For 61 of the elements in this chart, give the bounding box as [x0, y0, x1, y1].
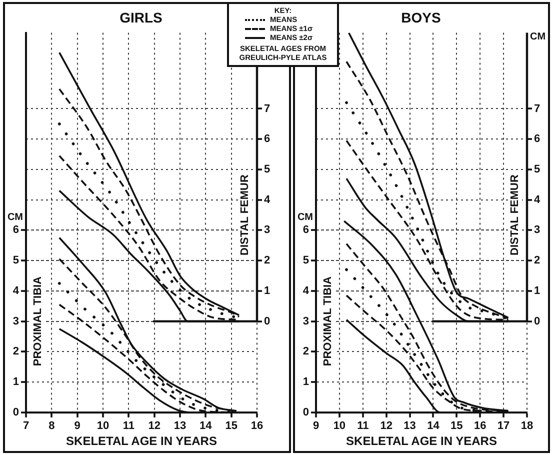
- y2-tick-label: 2: [534, 254, 540, 267]
- x-tick-label: 10: [333, 420, 346, 432]
- y2-tick-label: 3: [534, 224, 540, 236]
- x-tick-label: 18: [520, 420, 534, 432]
- x-tick-label: 15: [450, 420, 463, 432]
- x-tick-label: 10: [96, 420, 110, 432]
- y-tick-label: 6: [302, 224, 309, 236]
- y2-axis-title: DISTAL FEMUR: [509, 174, 522, 256]
- y2-tick-label: 3: [264, 224, 270, 236]
- x-axis-title: SKELETAL AGE IN YEARS: [66, 434, 217, 448]
- y-tick-label: 1: [12, 376, 19, 388]
- x-tick-label: 9: [74, 420, 80, 432]
- y2-tick-label: 2: [264, 254, 270, 267]
- chart-title: BOYS: [401, 9, 441, 26]
- y2-tick-label: 5: [264, 163, 270, 176]
- y-tick-label: 5: [12, 254, 19, 267]
- y2-tick-label: 1: [264, 284, 270, 297]
- x-tick-label: 9: [312, 420, 320, 432]
- y2-tick-label: 0: [264, 315, 270, 328]
- text: CM: [297, 212, 313, 223]
- x-tick-label: 8: [48, 420, 55, 432]
- y2-tick-label: 7: [534, 102, 540, 115]
- y2-tick-label: 1: [534, 284, 540, 297]
- y-axis-title: PROXIMAL TIBIA: [32, 276, 44, 366]
- y2-tick-label: 6: [534, 133, 540, 146]
- y-tick-label: 4: [12, 284, 20, 297]
- x-tick-label: 12: [380, 420, 392, 432]
- y-tick-label: 1: [302, 376, 309, 388]
- y-tick-label: 6: [12, 224, 19, 236]
- x-tick-label: 16: [474, 420, 486, 432]
- x-tick-label: 11: [357, 420, 369, 432]
- x-tick-label: 14: [200, 420, 213, 432]
- chart-title: GIRLS: [120, 9, 162, 26]
- y-tick-label: 4: [302, 284, 310, 297]
- y-tick-label: 5: [302, 254, 309, 267]
- y-tick-label: 2: [302, 346, 309, 358]
- y2-axis-title: DISTAL FEMUR: [239, 174, 252, 256]
- y-tick-label: 3: [302, 315, 309, 328]
- text: CM: [530, 32, 546, 43]
- y2-tick-label: 5: [534, 163, 540, 176]
- y-tick-label: 2: [12, 346, 19, 358]
- x-tick-label: 12: [148, 420, 160, 432]
- x-tick-label: 14: [427, 420, 440, 432]
- y-tick-label: 3: [12, 315, 19, 328]
- y-tick-label: 0: [302, 406, 309, 418]
- y2-tick-label: 6: [264, 133, 270, 146]
- text: CM: [7, 212, 23, 223]
- x-axis-title: SKELETAL AGE IN YEARS: [346, 434, 497, 448]
- x-tick-label: 17: [497, 420, 510, 432]
- x-tick-label: 16: [250, 420, 264, 432]
- x-tick-label: 13: [404, 420, 416, 432]
- x-tick-label: 7: [22, 420, 30, 432]
- y-tick-label: 0: [12, 406, 19, 418]
- y2-tick-label: 4: [534, 194, 541, 206]
- y2-tick-label: 7: [264, 102, 270, 115]
- y-axis-title: PROXIMAL TIBIA: [322, 276, 334, 366]
- y2-tick-label: 4: [264, 194, 271, 206]
- x-tick-label: 13: [174, 420, 186, 432]
- x-tick-label: 11: [122, 420, 134, 432]
- y2-tick-label: 0: [534, 315, 540, 328]
- x-tick-label: 15: [225, 420, 238, 432]
